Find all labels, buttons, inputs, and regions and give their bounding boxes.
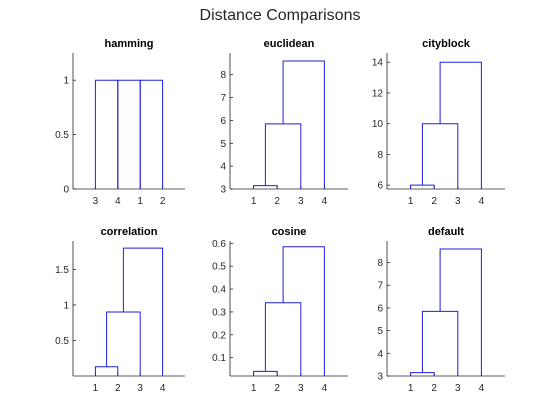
y-tick-label: 12 [372, 88, 384, 99]
dendrogram-link [439, 248, 482, 376]
y-tick-label: 0.5 [55, 336, 69, 347]
y-tick-label: 0.6 [212, 239, 226, 250]
dendrogram-link [106, 311, 141, 376]
leaf-label: 4 [479, 383, 485, 394]
leaf-label: 2 [274, 383, 280, 394]
y-tick-label: 0.3 [212, 307, 226, 318]
y-tick-label: 0 [63, 185, 69, 196]
leaf-label: 1 [408, 196, 414, 207]
leaf-label: 1 [408, 383, 414, 394]
leaf-label: 1 [251, 383, 257, 394]
panel-title: cosine [272, 226, 307, 238]
dendrogram-link [117, 79, 141, 189]
y-tick-label: 7 [220, 93, 226, 104]
leaf-label: 3 [93, 196, 99, 207]
dendrogram-link [282, 60, 325, 189]
dendrogram-link [439, 61, 482, 189]
y-tick-label: 14 [372, 58, 384, 69]
dendrogram-link [253, 185, 278, 189]
leaf-label: 3 [298, 383, 304, 394]
panel-title: correlation [101, 226, 158, 238]
y-tick-label: 5 [220, 139, 226, 150]
leaf-label: 4 [479, 196, 485, 207]
y-tick-label: 1 [63, 300, 69, 311]
dendrogram-link [94, 79, 119, 189]
dendrogram-link [410, 372, 435, 376]
y-tick-label: 8 [377, 258, 383, 269]
dendrogram-link [421, 310, 459, 376]
y-tick-label: 7 [377, 281, 383, 292]
figure-title: Distance Comparisons [199, 7, 361, 24]
y-tick-label: 0.5 [55, 130, 69, 141]
panel-title: euclidean [264, 38, 315, 50]
y-tick-label: 0.1 [212, 353, 226, 364]
y-tick-label: 1 [63, 76, 69, 87]
leaf-label: 2 [274, 196, 280, 207]
dendrogram-panel: hamming 0 0.5 1 3 4 1 2 [55, 38, 185, 207]
leaf-label: 3 [137, 383, 143, 394]
dendrogram-link [122, 247, 164, 376]
y-tick-label: 0.2 [212, 330, 226, 341]
dendrogram-panel: cosine 0.1 0.2 0.3 0.4 0.5 0.6 1 2 3 4 [212, 226, 348, 394]
leaf-label: 2 [160, 196, 166, 207]
dendrogram-link [264, 123, 302, 189]
dendrogram-panel: euclidean 3 4 5 6 7 8 1 2 3 4 [220, 38, 348, 207]
dendrogram-panel: default 3 4 5 6 7 8 1 2 3 4 [377, 226, 505, 394]
dendrogram-link [421, 123, 459, 189]
leaf-label: 3 [298, 196, 304, 207]
y-tick-label: 8 [377, 150, 383, 161]
panel-title: hamming [105, 38, 154, 50]
leaf-label: 3 [455, 196, 461, 207]
y-tick-label: 4 [220, 162, 226, 173]
y-tick-label: 3 [377, 372, 383, 383]
dendrogram-link [139, 79, 164, 189]
y-tick-label: 3 [220, 185, 226, 196]
y-tick-label: 10 [372, 119, 384, 130]
leaf-label: 2 [431, 196, 437, 207]
panel-title: cityblock [422, 38, 471, 50]
y-tick-label: 4 [377, 349, 383, 360]
leaf-label: 4 [160, 383, 166, 394]
leaf-label: 4 [322, 383, 328, 394]
leaf-label: 1 [251, 196, 257, 207]
y-tick-label: 6 [377, 303, 383, 314]
leaf-label: 2 [431, 383, 437, 394]
leaf-label: 3 [455, 383, 461, 394]
dendrogram-panel: correlation 0.5 1 1.5 1 2 3 4 [55, 226, 185, 394]
dendrogram-link [282, 246, 325, 376]
y-tick-label: 6 [377, 181, 383, 192]
dendrogram-link [253, 370, 278, 376]
panel-title: default [428, 226, 464, 238]
y-tick-label: 5 [377, 326, 383, 337]
leaf-label: 4 [115, 196, 121, 207]
leaf-label: 1 [93, 383, 99, 394]
y-tick-label: 0.5 [212, 262, 226, 273]
dendrogram-link [94, 366, 119, 376]
dendrogram-link [410, 184, 435, 189]
y-tick-label: 1.5 [55, 265, 69, 276]
y-tick-label: 8 [220, 70, 226, 81]
y-tick-label: 0.4 [212, 285, 226, 296]
dendrogram-link [264, 302, 302, 376]
y-tick-label: 6 [220, 116, 226, 127]
leaf-label: 2 [115, 383, 121, 394]
leaf-label: 4 [322, 196, 328, 207]
leaf-label: 1 [137, 196, 143, 207]
